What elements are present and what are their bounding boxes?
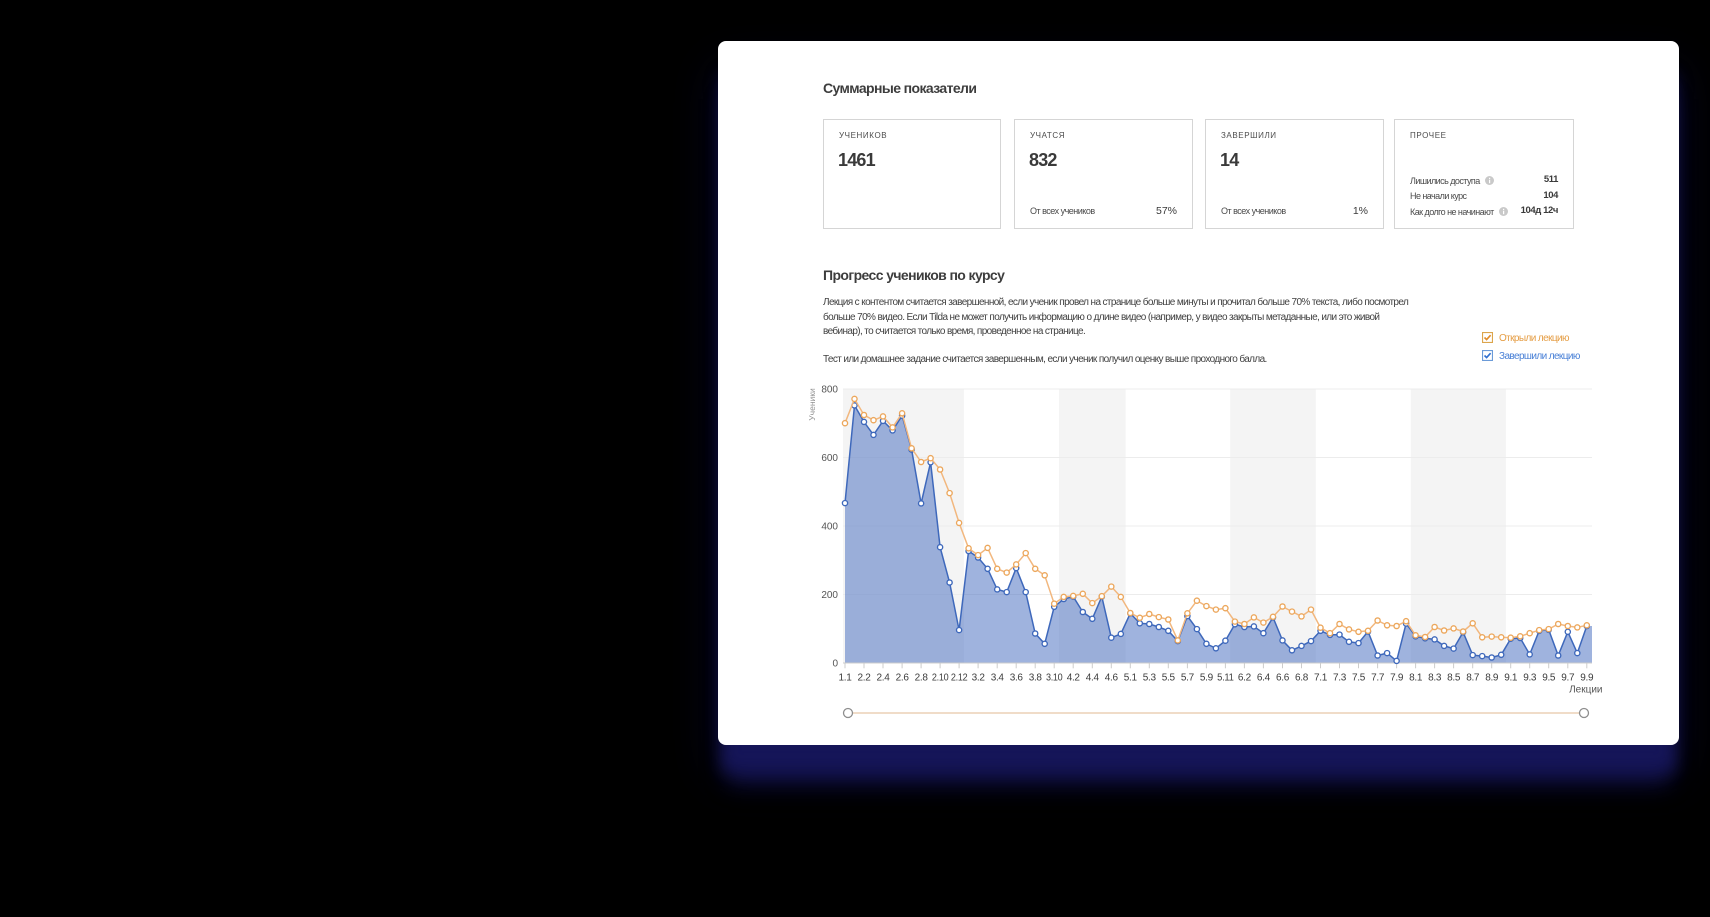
svg-text:3.6: 3.6 (1010, 673, 1024, 684)
svg-text:4.4: 4.4 (1086, 673, 1100, 684)
svg-text:0: 0 (832, 659, 838, 670)
svg-text:600: 600 (821, 453, 838, 464)
svg-text:3.8: 3.8 (1029, 673, 1043, 684)
svg-text:Ученики: Ученики (807, 388, 817, 421)
svg-text:4.2: 4.2 (1067, 673, 1081, 684)
svg-text:7.7: 7.7 (1371, 673, 1385, 684)
svg-text:8.1: 8.1 (1409, 673, 1423, 684)
svg-text:8.9: 8.9 (1485, 673, 1499, 684)
svg-text:7.3: 7.3 (1333, 673, 1347, 684)
svg-text:6.8: 6.8 (1295, 673, 1309, 684)
svg-text:9.1: 9.1 (1504, 673, 1518, 684)
svg-text:800: 800 (821, 385, 838, 396)
svg-text:9.7: 9.7 (1561, 673, 1575, 684)
svg-text:8.3: 8.3 (1428, 673, 1442, 684)
svg-text:8.5: 8.5 (1447, 673, 1461, 684)
svg-text:8.7: 8.7 (1466, 673, 1480, 684)
svg-text:6.6: 6.6 (1276, 673, 1290, 684)
svg-text:4.6: 4.6 (1105, 673, 1119, 684)
svg-text:3.10: 3.10 (1046, 673, 1063, 684)
svg-text:5.1: 5.1 (1124, 673, 1138, 684)
svg-text:5.11: 5.11 (1217, 673, 1234, 684)
svg-text:7.9: 7.9 (1390, 673, 1404, 684)
svg-text:2.6: 2.6 (896, 673, 910, 684)
svg-text:2.2: 2.2 (857, 673, 871, 684)
svg-text:2.12: 2.12 (951, 673, 968, 684)
svg-text:400: 400 (821, 522, 838, 533)
svg-text:9.3: 9.3 (1523, 673, 1537, 684)
svg-text:9.9: 9.9 (1580, 673, 1594, 684)
svg-text:200: 200 (821, 590, 838, 601)
svg-text:9.5: 9.5 (1542, 673, 1556, 684)
svg-text:Лекции: Лекции (1569, 685, 1602, 696)
svg-text:3.2: 3.2 (972, 673, 986, 684)
svg-text:1.1: 1.1 (838, 673, 852, 684)
svg-text:2.10: 2.10 (932, 673, 949, 684)
svg-text:6.4: 6.4 (1257, 673, 1271, 684)
svg-text:6.2: 6.2 (1238, 673, 1252, 684)
svg-text:2.8: 2.8 (915, 673, 929, 684)
svg-text:5.5: 5.5 (1162, 673, 1176, 684)
svg-text:2.4: 2.4 (876, 673, 890, 684)
svg-text:7.1: 7.1 (1314, 673, 1328, 684)
svg-text:5.3: 5.3 (1143, 673, 1157, 684)
svg-text:7.5: 7.5 (1352, 673, 1366, 684)
svg-text:5.9: 5.9 (1200, 673, 1214, 684)
svg-text:5.7: 5.7 (1181, 673, 1195, 684)
svg-text:3.4: 3.4 (991, 673, 1005, 684)
